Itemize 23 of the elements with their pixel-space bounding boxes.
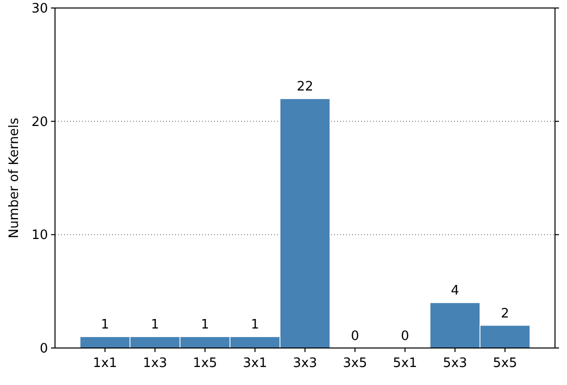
data-label: 1 xyxy=(250,318,260,333)
x-tick-label: 3x5 xyxy=(342,356,368,371)
data-label: 0 xyxy=(400,329,410,344)
y-tick-label: 10 xyxy=(31,228,48,244)
y-axis-title: Number of Kernels xyxy=(7,117,22,238)
x-tick-label: 3x1 xyxy=(242,356,268,371)
x-tick-label: 1x5 xyxy=(192,356,218,371)
x-tick-label: 3x3 xyxy=(292,356,318,371)
data-label: 1 xyxy=(150,318,160,333)
x-tick-label: 1x1 xyxy=(92,356,118,371)
y-tick-label: 30 xyxy=(31,2,48,17)
x-tick-label: 5x5 xyxy=(492,356,518,371)
data-label: 1 xyxy=(200,318,210,333)
x-tick-label: 5x1 xyxy=(392,356,418,371)
data-label: 2 xyxy=(500,306,510,322)
y-tick-label: 20 xyxy=(31,114,48,130)
data-label: 22 xyxy=(296,80,314,95)
y-tick-label: 0 xyxy=(40,342,48,357)
data-label: 0 xyxy=(350,329,360,344)
data-label: 1 xyxy=(100,318,110,333)
x-tick-label: 1x3 xyxy=(142,356,168,371)
x-tick-label: 5x3 xyxy=(442,356,468,371)
data-label: 4 xyxy=(450,284,460,299)
